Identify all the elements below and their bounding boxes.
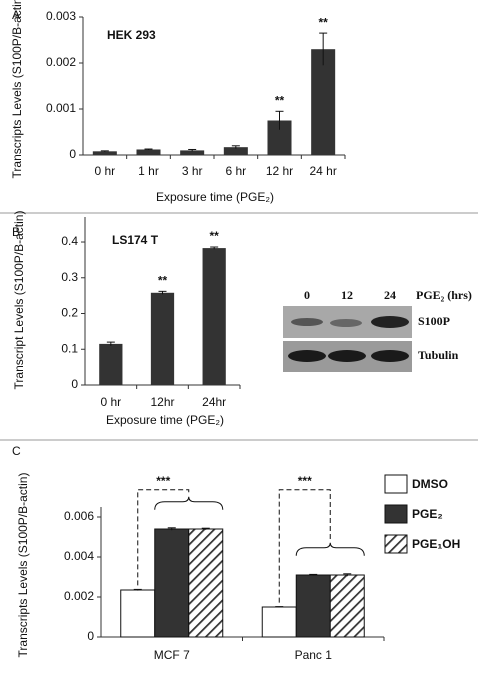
bar: [180, 150, 205, 155]
x-tick-label: 12hr: [150, 395, 174, 409]
lane-label: 0: [304, 288, 310, 302]
blot-band: [291, 318, 323, 326]
western-blot: 0 12 24 PGE₂ (hrs) S100P Tubulin: [283, 288, 472, 372]
bar: [92, 151, 117, 155]
significance-label: **: [209, 229, 219, 243]
x-axis-label: Exposure time (PGE₂): [156, 190, 274, 204]
y-tick-label: 0.1: [61, 341, 78, 355]
y-tick-label: 0.002: [46, 55, 76, 69]
blot-band: [371, 316, 409, 328]
significance-bracket: [278, 489, 331, 603]
row-label: Tubulin: [418, 348, 459, 362]
x-tick-label: 1 hr: [138, 164, 159, 178]
y-tick-label: 0.2: [61, 306, 78, 320]
significance-label: ***: [298, 474, 312, 488]
row-label: S100P: [418, 314, 450, 328]
lane-label: 12: [341, 288, 353, 302]
blot-band: [328, 350, 366, 362]
x-tick-label: 0 hr: [100, 395, 121, 409]
blot-band: [288, 350, 326, 362]
legend-label: PGE₁OH: [412, 537, 460, 551]
y-tick-label: 0.003: [46, 9, 76, 23]
chart-title: HEK 293: [107, 28, 156, 42]
bar: [188, 528, 224, 638]
y-tick-label: 0.006: [64, 509, 94, 523]
chart-title: LS174 T: [112, 233, 159, 247]
legend-swatch: [384, 534, 408, 554]
bar: [223, 147, 248, 155]
bar: [295, 574, 331, 638]
y-tick-label: 0.4: [61, 234, 78, 248]
panel-label: B: [12, 225, 20, 239]
x-tick-label: Panc 1: [295, 648, 333, 662]
x-tick-label: 0 hr: [94, 164, 115, 178]
bar: [311, 49, 336, 156]
y-tick-label: 0.004: [64, 549, 94, 563]
y-axis-label: Transcript Levels (S100P/B-actin): [12, 211, 26, 390]
x-tick-label: 6 hr: [225, 164, 246, 178]
blot-band: [371, 350, 409, 362]
bar: [150, 292, 175, 385]
y-tick-label: 0: [71, 377, 78, 391]
bar: [261, 606, 297, 638]
bar: [99, 343, 123, 385]
y-tick-label: 0.001: [46, 101, 76, 115]
blot-band: [330, 319, 362, 327]
bar: [154, 528, 190, 638]
bar: [136, 149, 161, 155]
significance-label: ***: [156, 474, 170, 488]
significance-bracket: [137, 489, 190, 586]
x-tick-label: 24 hr: [309, 164, 336, 178]
significance-label: **: [318, 15, 328, 29]
panel-label: A: [12, 8, 20, 22]
legend-label: PGE₂: [412, 507, 443, 521]
y-axis-label: Transcripts Levels (S100P/B-actin): [10, 0, 24, 178]
y-tick-label: 0.002: [64, 589, 94, 603]
legend-swatch: [384, 504, 408, 524]
legend-label: DMSO: [412, 477, 448, 491]
x-tick-label: 12 hr: [266, 164, 293, 178]
brace: [295, 542, 365, 556]
x-tick-label: MCF 7: [154, 648, 190, 662]
bar: [329, 574, 365, 638]
y-tick-label: 0: [69, 147, 76, 161]
significance-label: **: [275, 93, 285, 107]
lane-label: 24: [384, 288, 396, 302]
significance-label: **: [158, 274, 168, 288]
x-axis-label: Exposure time (PGE₂): [106, 413, 224, 427]
lane-unit: PGE₂ (hrs): [416, 288, 472, 302]
bar: [202, 248, 226, 385]
panel-label: C: [12, 444, 21, 458]
y-tick-label: 0: [87, 629, 94, 643]
legend-swatch: [384, 474, 408, 494]
brace: [154, 496, 224, 510]
x-tick-label: 3 hr: [182, 164, 203, 178]
bar: [120, 589, 156, 638]
y-tick-label: 0.3: [61, 270, 78, 284]
y-axis-label: Transcripts Levels (S100P/B-actin): [16, 473, 30, 658]
x-tick-label: 24hr: [202, 395, 226, 409]
